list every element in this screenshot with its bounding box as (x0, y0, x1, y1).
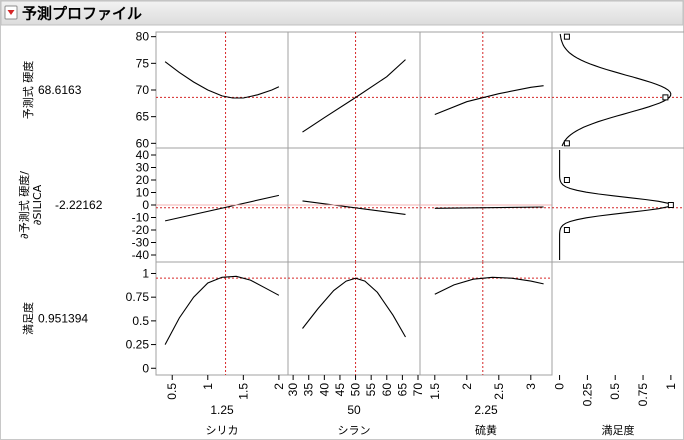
response-label: 予測式 硬度 (21, 61, 35, 120)
desirability-handle-0[interactable] (563, 140, 570, 147)
x-tick-label: 1 (201, 383, 215, 390)
y-tick-label: 80 (136, 30, 150, 44)
profile-trace (434, 85, 544, 116)
y-tick-label: -40 (132, 248, 150, 262)
response-label-line: ∂予測式 硬度/ (17, 171, 31, 239)
panel-title: 予測プロファイル (22, 5, 142, 23)
factor-label: 満足度 (602, 423, 635, 437)
y-tick-label: 65 (136, 110, 150, 124)
profile-trace (164, 61, 280, 99)
panel-header[interactable]: 予測プロファイル (0, 0, 684, 26)
red-disclosure-triangle-icon[interactable] (7, 10, 15, 15)
x-tick-label: 50 (349, 383, 363, 397)
profile-cell-r0-c2 (419, 31, 553, 149)
response-current-value: -2.22162 (55, 198, 103, 212)
y-tick-label: 70 (136, 83, 150, 97)
x-tick-label: 2.5 (492, 383, 506, 400)
profile-cell-r0-c3 (551, 31, 684, 149)
factor-label: シラン (338, 424, 371, 437)
x-tick-label: 40 (317, 383, 331, 397)
y-tick-label: 0.75 (126, 290, 150, 304)
profile-cell-r2-c2 (419, 261, 553, 376)
profile-trace (302, 59, 406, 133)
desirability-curve (559, 33, 672, 147)
x-tick-label: 0.5 (608, 383, 622, 400)
x-tick-label: 2 (272, 383, 286, 390)
x-tick-label: 60 (380, 383, 394, 397)
desirability-handle-1[interactable] (667, 202, 674, 208)
x-tick-label: 0.75 (636, 383, 650, 407)
y-tick-label: 60 (136, 136, 150, 150)
response-current-value: 0.951394 (38, 312, 88, 326)
y-tick-label: 0 (142, 198, 149, 212)
y-tick-label: 0.5 (132, 314, 149, 328)
factor-current-value[interactable]: 2.25 (474, 403, 498, 417)
x-tick-label: 1 (664, 383, 678, 390)
profile-trace (164, 194, 280, 222)
profile-cell-r1-c1 (287, 147, 421, 263)
factor-label: シリカ (206, 424, 239, 437)
desirability-handle-1[interactable] (662, 94, 669, 101)
x-tick-label: 65 (395, 383, 409, 397)
cell-frame (155, 261, 289, 376)
cell-frame (419, 261, 553, 376)
cell-frame (551, 31, 684, 149)
profile-cell-r2-c0 (155, 261, 289, 376)
x-tick-label: 3 (524, 383, 538, 390)
profile-trace (164, 275, 280, 345)
factor-current-value[interactable]: 50 (347, 403, 361, 417)
y-tick-label: -30 (132, 236, 150, 250)
y-tick-label: 10 (136, 186, 150, 200)
x-tick-label: 2 (460, 383, 474, 390)
profile-trace (434, 276, 544, 295)
profile-trace (434, 206, 544, 209)
y-tick-label: -10 (132, 211, 150, 225)
desirability-handle-0[interactable] (563, 227, 570, 233)
x-tick-label: 45 (333, 383, 347, 397)
cell-frame (551, 147, 684, 263)
factor-label: 硫黄 (475, 423, 497, 437)
y-tick-label: 75 (136, 56, 150, 70)
y-tick-label: -20 (132, 223, 150, 237)
desirability-handle-2[interactable] (563, 177, 570, 183)
profile-trace (302, 200, 406, 215)
disclosure-toggle-button[interactable] (4, 5, 18, 20)
x-tick-label: 55 (364, 383, 378, 397)
y-tick-label: 1 (142, 266, 149, 280)
response-label: 満足度 (21, 302, 35, 335)
cell-frame (419, 31, 553, 149)
x-tick-label: 30 (286, 383, 300, 397)
response-label-line: ∂SILICA (31, 184, 44, 225)
y-tick-label: 0 (142, 361, 149, 375)
profile-trace (302, 277, 406, 338)
y-tick-label: 0.25 (126, 338, 150, 352)
y-tick-label: 30 (136, 161, 150, 175)
x-tick-label: 1.5 (236, 383, 250, 400)
desirability-handle-2[interactable] (563, 33, 570, 40)
cell-frame (155, 31, 289, 149)
x-tick-label: 0.25 (580, 383, 594, 407)
x-tick-label: 0 (553, 383, 567, 390)
profile-cell-r2-c1 (287, 261, 421, 376)
x-tick-label: 35 (302, 383, 316, 397)
profile-cell-r1-c3 (551, 147, 684, 263)
factor-current-value[interactable]: 1.25 (210, 403, 234, 417)
cell-frame (287, 31, 421, 149)
profile-cell-r1-c0 (155, 147, 289, 263)
x-tick-label: 70 (411, 383, 425, 397)
profile-cell-r0-c0 (155, 31, 289, 149)
profile-cell-r0-c1 (287, 31, 421, 149)
x-tick-label: 0.5 (165, 383, 179, 400)
x-tick-label: 1.5 (428, 383, 442, 400)
profile-cell-r1-c2 (419, 147, 553, 263)
response-current-value: 68.6163 (38, 83, 82, 97)
y-tick-label: 20 (136, 173, 150, 187)
y-tick-label: 40 (136, 148, 150, 162)
